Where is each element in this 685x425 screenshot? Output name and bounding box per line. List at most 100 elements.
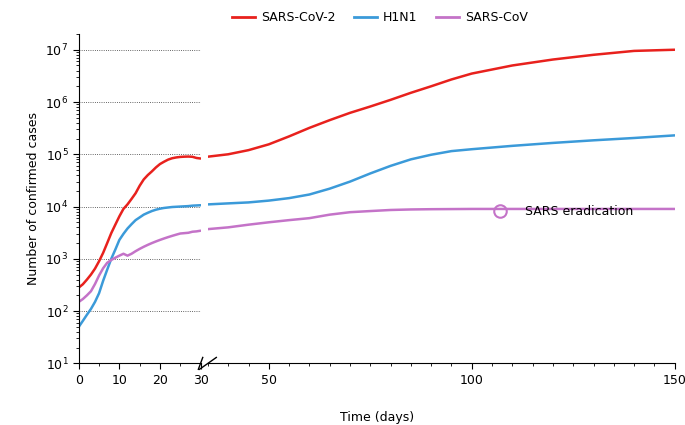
SARS-CoV [99, 266, 108, 271]
H1N1 [115, 238, 123, 243]
SARS-CoV [156, 238, 164, 243]
SARS-CoV [115, 253, 123, 258]
H1N1 [136, 215, 144, 220]
SARS-CoV [75, 299, 83, 304]
H1N1 [87, 306, 95, 312]
SARS-CoV [103, 260, 111, 265]
SARS-CoV-2 [99, 250, 108, 255]
SARS-CoV [132, 249, 140, 254]
SARS-CoV [127, 251, 136, 256]
H1N1 [119, 231, 127, 236]
H1N1 [95, 291, 103, 296]
SARS-CoV-2 [83, 277, 91, 282]
H1N1 [132, 218, 140, 223]
SARS-CoV-2 [176, 154, 184, 159]
SARS-CoV [172, 232, 180, 237]
H1N1 [99, 278, 108, 283]
SARS-CoV [91, 281, 99, 286]
SARS-CoV [152, 239, 160, 244]
H1N1 [180, 204, 188, 209]
Y-axis label: Number of confirmed cases: Number of confirmed cases [27, 112, 40, 285]
SARS-CoV-2 [164, 157, 172, 162]
H1N1 [152, 207, 160, 212]
SARS-CoV [180, 231, 188, 236]
SARS-CoV-2 [144, 173, 152, 178]
SARS-CoV [140, 244, 148, 249]
H1N1 [75, 324, 83, 329]
SARS-CoV-2 [197, 156, 205, 161]
SARS-CoV-2 [95, 259, 103, 264]
H1N1 [103, 267, 111, 272]
Text: Time (days): Time (days) [340, 411, 414, 424]
SARS-CoV [192, 229, 201, 234]
SARS-CoV [188, 229, 197, 234]
SARS-CoV [197, 228, 205, 233]
SARS-CoV [83, 293, 91, 298]
SARS-CoV-2 [180, 154, 188, 159]
H1N1 [184, 204, 192, 209]
SARS-CoV [168, 233, 176, 238]
SARS-CoV-2 [103, 241, 111, 246]
SARS-CoV-2 [123, 202, 132, 207]
H1N1 [111, 247, 119, 252]
Line: SARS-CoV: SARS-CoV [79, 231, 201, 302]
H1N1 [140, 212, 148, 217]
Line: H1N1: H1N1 [79, 205, 201, 327]
SARS-CoV [136, 246, 144, 252]
SARS-CoV [184, 230, 192, 235]
SARS-CoV [123, 253, 132, 258]
H1N1 [164, 205, 172, 210]
SARS-CoV-2 [119, 207, 127, 212]
SARS-CoV [148, 241, 156, 246]
SARS-CoV [107, 258, 115, 263]
H1N1 [83, 312, 91, 317]
SARS-CoV-2 [107, 231, 115, 236]
SARS-CoV-2 [111, 222, 119, 227]
SARS-CoV-2 [132, 191, 140, 196]
SARS-CoV [119, 251, 127, 256]
SARS-CoV [176, 231, 184, 236]
H1N1 [192, 203, 201, 208]
H1N1 [144, 210, 152, 215]
H1N1 [172, 204, 180, 210]
SARS-CoV [160, 236, 168, 241]
SARS-CoV-2 [156, 162, 164, 167]
H1N1 [148, 209, 156, 214]
SARS-CoV-2 [168, 156, 176, 161]
SARS-CoV [79, 297, 87, 302]
H1N1 [127, 221, 136, 227]
SARS-CoV-2 [91, 266, 99, 271]
H1N1 [156, 206, 164, 211]
H1N1 [91, 299, 99, 304]
H1N1 [160, 205, 168, 210]
H1N1 [168, 204, 176, 210]
SARS-CoV-2 [188, 154, 197, 159]
SARS-CoV-2 [87, 272, 95, 277]
SARS-CoV-2 [75, 285, 83, 290]
SARS-CoV-2 [136, 183, 144, 188]
SARS-CoV-2 [172, 155, 180, 160]
H1N1 [176, 204, 184, 209]
Line: SARS-CoV-2: SARS-CoV-2 [79, 156, 201, 288]
SARS-CoV-2 [79, 282, 87, 287]
SARS-CoV-2 [140, 177, 148, 182]
SARS-CoV [95, 273, 103, 278]
SARS-CoV-2 [127, 196, 136, 201]
SARS-CoV-2 [115, 214, 123, 219]
SARS-CoV-2 [192, 156, 201, 161]
SARS-CoV [164, 235, 172, 240]
H1N1 [79, 318, 87, 323]
H1N1 [123, 226, 132, 231]
SARS-CoV [144, 242, 152, 247]
SARS-CoV [111, 255, 119, 260]
SARS-CoV-2 [152, 165, 160, 170]
H1N1 [197, 203, 205, 208]
Text: SARS eradication: SARS eradication [525, 204, 633, 218]
SARS-CoV [87, 289, 95, 294]
H1N1 [188, 203, 197, 208]
Legend: SARS-CoV-2, H1N1, SARS-CoV: SARS-CoV-2, H1N1, SARS-CoV [227, 6, 533, 29]
SARS-CoV-2 [148, 169, 156, 174]
H1N1 [107, 256, 115, 261]
SARS-CoV-2 [160, 159, 168, 164]
SARS-CoV-2 [184, 154, 192, 159]
